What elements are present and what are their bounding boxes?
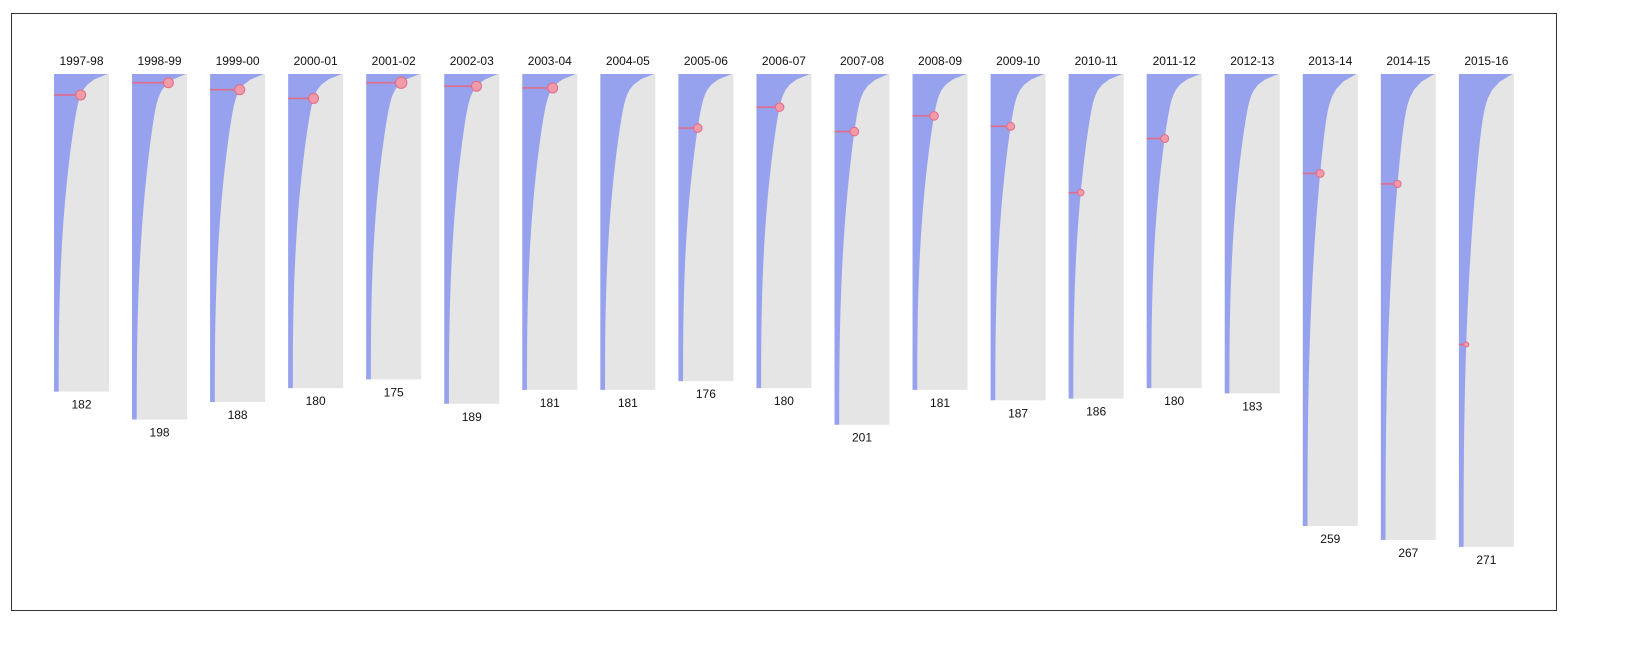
- season-label: 2012-13: [1230, 54, 1274, 68]
- season-label: 1998-99: [138, 54, 182, 68]
- distribution-area: [210, 74, 264, 403]
- season-panel-2011-12: 2011-12 180: [1146, 54, 1202, 408]
- count-label: 182: [71, 398, 91, 412]
- season-panel-2012-13: 2012-13 183: [1224, 54, 1280, 413]
- highlight-marker: [395, 76, 408, 89]
- highlight-marker: [1076, 188, 1085, 197]
- distribution-area: [444, 74, 498, 404]
- distribution-area: [54, 74, 108, 392]
- distribution-area: [1146, 74, 1201, 389]
- season-panel-2007-08: 2007-08 201: [834, 54, 890, 445]
- highlight-marker: [470, 80, 482, 92]
- highlight-marker: [1160, 134, 1170, 144]
- highlight-marker: [1006, 121, 1016, 131]
- season-label: 2002-03: [450, 54, 494, 68]
- count-label: 187: [1008, 406, 1028, 420]
- season-panel-2001-02: 2001-02 175: [366, 54, 422, 399]
- season-panel-2015-16: 2015-16 271: [1458, 54, 1514, 567]
- distribution-area: [288, 74, 342, 389]
- season-label: 2014-15: [1386, 54, 1430, 68]
- season-panel-2009-10: 2009-10 187: [990, 54, 1046, 420]
- season-panel-2000-01: 2000-01 180: [288, 54, 344, 408]
- count-label: 181: [930, 396, 950, 410]
- highlight-marker: [234, 84, 246, 96]
- season-panel-2014-15: 2014-15 267: [1380, 54, 1436, 560]
- season-label: 1999-00: [216, 54, 260, 68]
- highlight-marker: [929, 111, 939, 121]
- season-label: 2008-09: [918, 54, 962, 68]
- distribution-area: [132, 74, 186, 420]
- count-label: 201: [852, 431, 872, 445]
- season-label: 1997-98: [59, 54, 103, 68]
- count-label: 180: [306, 394, 326, 408]
- season-label: 2009-10: [996, 54, 1040, 68]
- count-label: 267: [1398, 546, 1418, 560]
- season-label: 2005-06: [684, 54, 728, 68]
- highlight-marker: [547, 82, 559, 94]
- distribution-area: [366, 74, 420, 380]
- highlight-marker: [692, 123, 703, 133]
- highlight-marker: [162, 77, 174, 89]
- distribution-area: [522, 74, 576, 390]
- season-panel-1998-99: 1998-99 198: [132, 54, 188, 440]
- distribution-area: [1458, 74, 1513, 547]
- season-panel-2005-06: 2005-06 176: [678, 54, 734, 401]
- distribution-area: [1224, 74, 1279, 394]
- season-panel-2006-07: 2006-07 180: [756, 54, 812, 408]
- highlight-marker: [308, 92, 320, 104]
- count-label: 186: [1086, 405, 1106, 419]
- season-label: 2010-11: [1075, 54, 1118, 68]
- season-panel-2010-11: 2010-11 186: [1068, 54, 1124, 419]
- count-label: 188: [228, 408, 248, 422]
- count-label: 176: [696, 387, 716, 401]
- count-label: 180: [1164, 394, 1184, 408]
- count-label: 271: [1476, 553, 1496, 567]
- highlight-marker: [75, 89, 87, 101]
- season-panel-1999-00: 1999-00 188: [210, 54, 266, 422]
- distribution-area: [1302, 74, 1357, 526]
- count-label: 189: [462, 410, 482, 424]
- count-label: 183: [1242, 399, 1262, 413]
- season-panel-2003-04: 2003-04 181: [522, 54, 578, 410]
- count-label: 198: [150, 426, 170, 440]
- season-label: 2006-07: [762, 54, 806, 68]
- distribution-area: [912, 74, 967, 390]
- season-panel-2013-14: 2013-14 259: [1302, 54, 1358, 546]
- highlight-marker: [849, 126, 860, 137]
- season-label: 2004-05: [606, 54, 650, 68]
- distribution-area: [600, 74, 654, 390]
- count-label: 181: [540, 396, 560, 410]
- season-label: 2007-08: [840, 54, 884, 68]
- count-label: 181: [618, 396, 638, 410]
- season-label: 2013-14: [1308, 54, 1352, 68]
- distribution-area: [756, 74, 811, 389]
- season-label: 2011-12: [1153, 54, 1196, 68]
- distribution-area: [834, 74, 889, 425]
- highlight-marker: [1463, 341, 1470, 348]
- season-label: 2001-02: [372, 54, 416, 68]
- season-label: 2015-16: [1464, 54, 1508, 68]
- season-panel-1997-98: 1997-98 182: [54, 54, 109, 412]
- highlight-marker: [1393, 179, 1402, 189]
- distribution-area: [678, 74, 733, 382]
- season-panel-2008-09: 2008-09 181: [912, 54, 968, 410]
- highlight-marker: [1315, 169, 1325, 178]
- count-label: 175: [384, 385, 404, 399]
- season-panel-2004-05: 2004-05 181: [600, 54, 656, 410]
- season-label: 2003-04: [528, 54, 572, 68]
- highlight-marker: [774, 102, 785, 112]
- distribution-area: [990, 74, 1045, 401]
- season-label: 2000-01: [294, 54, 338, 68]
- count-label: 259: [1320, 532, 1340, 546]
- season-panel-2002-03: 2002-03 189: [444, 54, 500, 424]
- distribution-area: [1068, 74, 1123, 399]
- distribution-area: [1380, 74, 1435, 540]
- count-label: 180: [774, 394, 794, 408]
